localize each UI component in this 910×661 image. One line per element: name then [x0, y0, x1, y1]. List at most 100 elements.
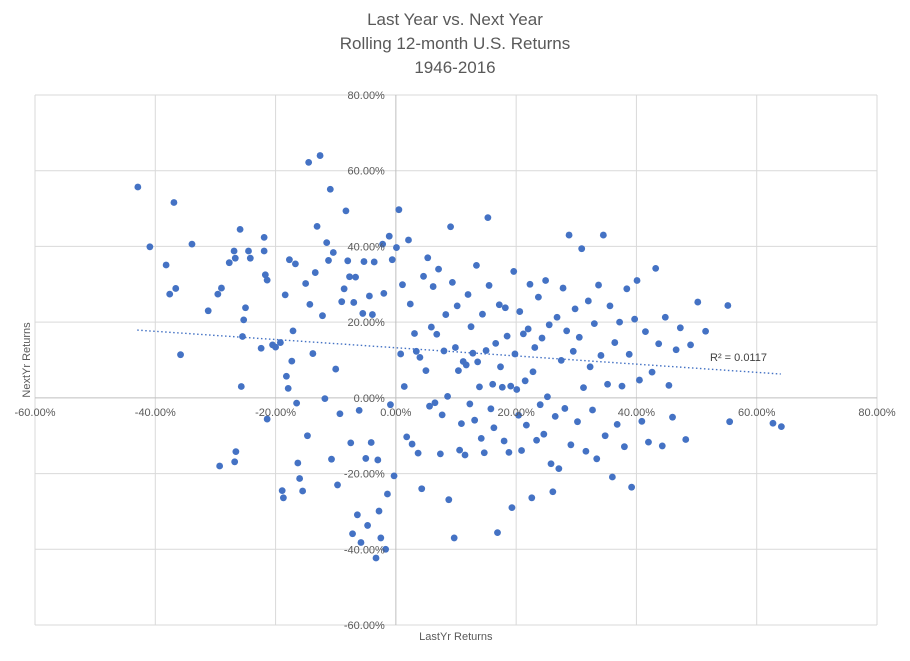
data-point: [286, 256, 293, 264]
x-tick-label: -20.00%: [255, 407, 296, 419]
data-point: [352, 273, 359, 281]
data-point: [319, 312, 326, 320]
data-point: [507, 382, 515, 390]
data-point: [388, 256, 396, 264]
data-point: [393, 244, 400, 251]
data-point: [510, 268, 518, 275]
data-point: [500, 437, 508, 445]
data-point: [484, 214, 492, 222]
data-point: [420, 272, 427, 280]
data-point: [582, 447, 590, 455]
data-points: [134, 152, 785, 562]
data-point: [531, 344, 539, 351]
data-point: [390, 472, 398, 480]
data-point: [511, 350, 519, 358]
data-point: [451, 344, 459, 351]
data-point: [595, 281, 602, 289]
data-point: [334, 481, 341, 489]
data-point: [533, 436, 540, 444]
data-point: [524, 325, 532, 333]
data-point: [769, 419, 777, 427]
data-point: [642, 328, 649, 336]
y-axis-title: NextYr Returns: [21, 322, 33, 398]
data-point: [403, 433, 411, 441]
data-point: [508, 504, 516, 512]
data-point: [563, 327, 571, 335]
data-point: [648, 368, 656, 376]
data-point: [230, 247, 238, 255]
data-point: [467, 323, 475, 331]
data-point: [170, 199, 178, 206]
y-tick-label: -20.00%: [344, 469, 385, 481]
y-tick-label: 40.00%: [348, 241, 386, 253]
y-tick-label: 80.00%: [348, 90, 386, 102]
data-point: [377, 534, 385, 542]
chart-title-line-3: 1946-2016: [414, 58, 496, 77]
data-point: [628, 483, 636, 491]
data-point: [313, 222, 321, 230]
data-point: [542, 277, 550, 284]
data-point: [260, 233, 268, 241]
data-point: [604, 380, 611, 388]
data-point: [188, 240, 196, 248]
data-point: [242, 304, 249, 312]
data-point: [263, 276, 271, 284]
data-point: [655, 340, 663, 348]
data-point: [652, 264, 660, 272]
data-point: [240, 316, 248, 324]
data-point: [574, 418, 581, 426]
data-point: [633, 277, 641, 284]
data-point: [608, 473, 616, 481]
data-point: [418, 485, 426, 493]
data-point: [658, 442, 666, 450]
data-point: [450, 534, 458, 542]
data-point: [476, 383, 483, 391]
data-point: [216, 462, 224, 470]
data-point: [580, 384, 587, 392]
data-point: [231, 458, 239, 466]
data-point: [551, 413, 559, 420]
data-point: [387, 401, 394, 409]
data-point: [245, 247, 252, 255]
data-point: [321, 395, 329, 403]
data-point: [618, 382, 626, 390]
data-point: [278, 487, 286, 495]
data-point: [294, 459, 302, 467]
data-point: [586, 363, 594, 371]
data-point: [261, 271, 269, 279]
data-point: [326, 185, 334, 193]
data-point: [360, 258, 368, 265]
data-point: [636, 376, 643, 384]
data-point: [669, 413, 676, 421]
data-point: [342, 207, 350, 215]
data-point: [448, 278, 456, 286]
data-point: [522, 421, 530, 429]
data-point: [616, 318, 623, 326]
data-point: [231, 254, 239, 262]
data-point: [477, 434, 485, 442]
data-point: [534, 293, 542, 301]
data-point: [544, 393, 551, 401]
data-point: [611, 339, 619, 346]
data-point: [503, 332, 511, 340]
data-point: [332, 365, 340, 373]
data-point: [395, 206, 403, 214]
data-point: [694, 298, 702, 306]
data-point: [302, 280, 310, 287]
data-point: [349, 530, 356, 538]
data-point: [400, 383, 408, 390]
y-tick-label: -40.00%: [344, 544, 385, 556]
data-point: [172, 285, 180, 292]
chart-title-line-2: Rolling 12-month U.S. Returns: [339, 34, 571, 53]
data-point: [498, 383, 506, 391]
x-tick-label: 0.00%: [380, 407, 411, 419]
data-point: [593, 455, 601, 463]
data-point: [304, 432, 311, 440]
data-point: [528, 494, 536, 502]
data-point: [399, 281, 406, 289]
data-point: [442, 311, 450, 318]
data-point: [462, 361, 470, 369]
data-point: [445, 496, 453, 504]
data-point: [236, 225, 244, 233]
